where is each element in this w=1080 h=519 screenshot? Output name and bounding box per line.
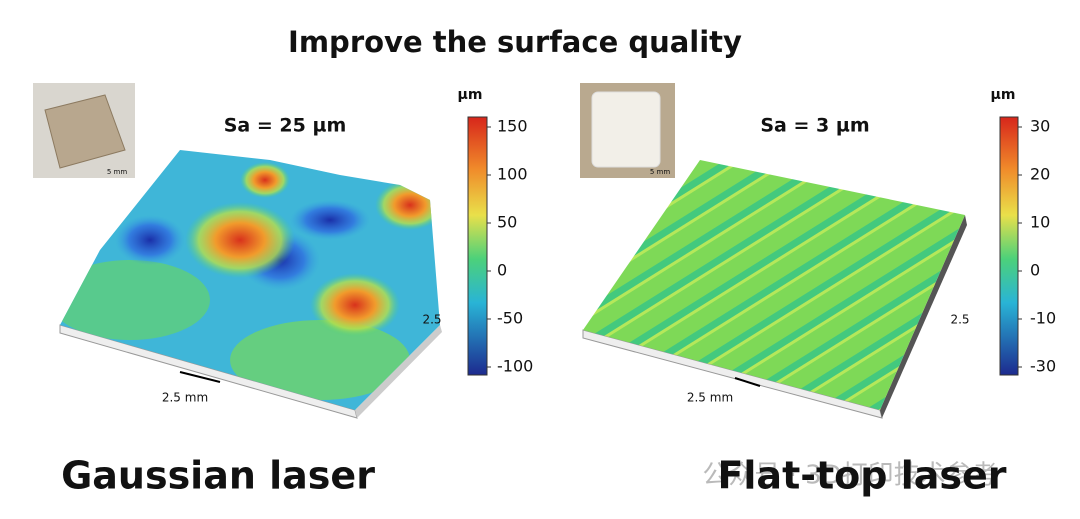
caption: Flat-top laser (717, 454, 1006, 498)
axis-x-label: 2.5 mm (687, 391, 733, 405)
pit (290, 200, 370, 240)
watermark: 公众号 · 3D打印技术参考 (702, 461, 997, 491)
tick-label: 10 (1030, 213, 1050, 232)
plateau (60, 260, 210, 340)
slab-side (880, 215, 967, 418)
colorbar-ticks: 30 20 10 0 -10 -30 (1018, 117, 1056, 376)
axis-y-label: 2.5 (422, 313, 441, 327)
colorbar (999, 116, 1019, 376)
peak (375, 180, 440, 230)
slab-side (355, 325, 442, 418)
colorbar (467, 116, 488, 376)
plateau (230, 320, 410, 400)
axis-x-label: 2.5 mm (162, 391, 208, 405)
surface (583, 160, 965, 410)
tick-label: 100 (497, 165, 528, 184)
colorbar-ticks: 150 100 50 0 -50 -100 (487, 117, 533, 376)
tick-label: -100 (497, 357, 533, 376)
unit: µm (458, 87, 483, 103)
tick-label: -50 (497, 309, 523, 328)
axis-marker (179, 371, 221, 383)
axis-y-label: 2.5 (950, 313, 969, 327)
title: Improve the surface quality (288, 25, 742, 59)
tick-label: 0 (497, 261, 507, 280)
caption: Gaussian laser (61, 454, 375, 498)
peak (185, 202, 295, 278)
tick-label: 0 (1030, 261, 1040, 280)
pit (115, 215, 185, 265)
sample (591, 91, 661, 168)
axis-marker (734, 377, 761, 387)
unit: µm (991, 87, 1016, 103)
tick-label: -10 (1030, 309, 1056, 328)
peak (310, 273, 400, 337)
tick-label: 50 (497, 213, 517, 232)
tick-label: 150 (497, 117, 528, 136)
roughness: Sa = 25 µm (224, 115, 347, 137)
tick-label: -30 (1030, 357, 1056, 376)
tick-label: 30 (1030, 117, 1050, 136)
scale-label: 5 mm (107, 168, 127, 176)
tick-label: 20 (1030, 165, 1050, 184)
roughness: Sa = 3 µm (760, 115, 869, 137)
sample (44, 94, 126, 169)
scale-label: 5 mm (650, 168, 670, 176)
peak (240, 162, 290, 198)
